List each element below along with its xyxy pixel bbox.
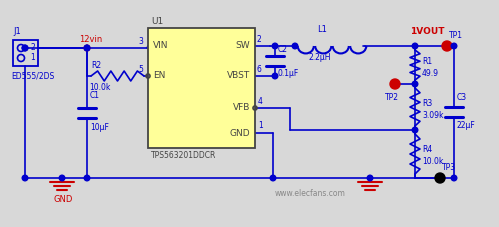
- Text: EN: EN: [153, 72, 165, 81]
- Text: 1: 1: [258, 121, 263, 131]
- Text: 5: 5: [138, 66, 143, 74]
- Circle shape: [59, 175, 65, 181]
- Text: L1: L1: [317, 25, 327, 35]
- Text: 1: 1: [30, 54, 35, 62]
- Circle shape: [272, 43, 278, 49]
- Circle shape: [84, 45, 90, 51]
- Text: 12vin: 12vin: [79, 35, 102, 44]
- Circle shape: [292, 43, 298, 49]
- Text: VIN: VIN: [153, 42, 169, 50]
- Text: C3: C3: [457, 94, 467, 103]
- Text: 10.0k: 10.0k: [89, 84, 110, 92]
- Circle shape: [22, 175, 28, 181]
- Text: GND: GND: [54, 195, 73, 205]
- Text: 3.09k: 3.09k: [422, 111, 444, 119]
- Circle shape: [367, 175, 373, 181]
- Text: 6: 6: [257, 64, 262, 74]
- Text: 3: 3: [138, 37, 143, 47]
- Text: R1: R1: [422, 57, 432, 66]
- Circle shape: [412, 81, 418, 87]
- Text: 22μF: 22μF: [457, 121, 476, 131]
- Text: 49.9: 49.9: [422, 69, 439, 77]
- Circle shape: [451, 43, 457, 49]
- Bar: [148, 28, 255, 148]
- Text: 0.1μF: 0.1μF: [278, 69, 299, 77]
- Text: 1VOUT: 1VOUT: [410, 27, 445, 37]
- Text: 4: 4: [258, 96, 263, 106]
- Text: GND: GND: [230, 128, 250, 138]
- Circle shape: [412, 127, 418, 133]
- Circle shape: [435, 173, 445, 183]
- Circle shape: [412, 43, 418, 49]
- Text: TP3: TP3: [442, 163, 456, 172]
- Text: TP1: TP1: [449, 30, 463, 39]
- Text: C1: C1: [90, 91, 100, 101]
- Circle shape: [442, 41, 452, 51]
- Text: J1: J1: [13, 27, 21, 37]
- Circle shape: [270, 175, 276, 181]
- Text: 10μF: 10μF: [90, 123, 109, 131]
- Circle shape: [451, 175, 457, 181]
- Text: R3: R3: [422, 99, 432, 108]
- Circle shape: [84, 175, 90, 181]
- Text: VFB: VFB: [233, 104, 250, 113]
- Text: 10.0k: 10.0k: [422, 158, 444, 166]
- Bar: [13, 40, 38, 66]
- Text: 2.2μH: 2.2μH: [309, 52, 331, 62]
- Text: www.elecfans.com: www.elecfans.com: [274, 188, 345, 197]
- Text: TP2: TP2: [385, 92, 399, 101]
- Circle shape: [84, 45, 90, 51]
- Circle shape: [22, 45, 28, 51]
- Text: R2: R2: [91, 61, 101, 69]
- Text: R4: R4: [422, 146, 432, 155]
- Text: TPS563201DDCR: TPS563201DDCR: [151, 151, 217, 160]
- Circle shape: [272, 73, 278, 79]
- Circle shape: [390, 79, 400, 89]
- Text: ED555/2DS: ED555/2DS: [11, 72, 54, 81]
- Circle shape: [84, 45, 90, 51]
- Text: SW: SW: [236, 42, 250, 50]
- Text: 2: 2: [30, 42, 35, 52]
- Text: C2: C2: [278, 44, 288, 54]
- Text: U1: U1: [151, 17, 163, 25]
- Circle shape: [22, 45, 28, 51]
- Text: 2: 2: [257, 35, 262, 44]
- Text: VBST: VBST: [227, 72, 250, 81]
